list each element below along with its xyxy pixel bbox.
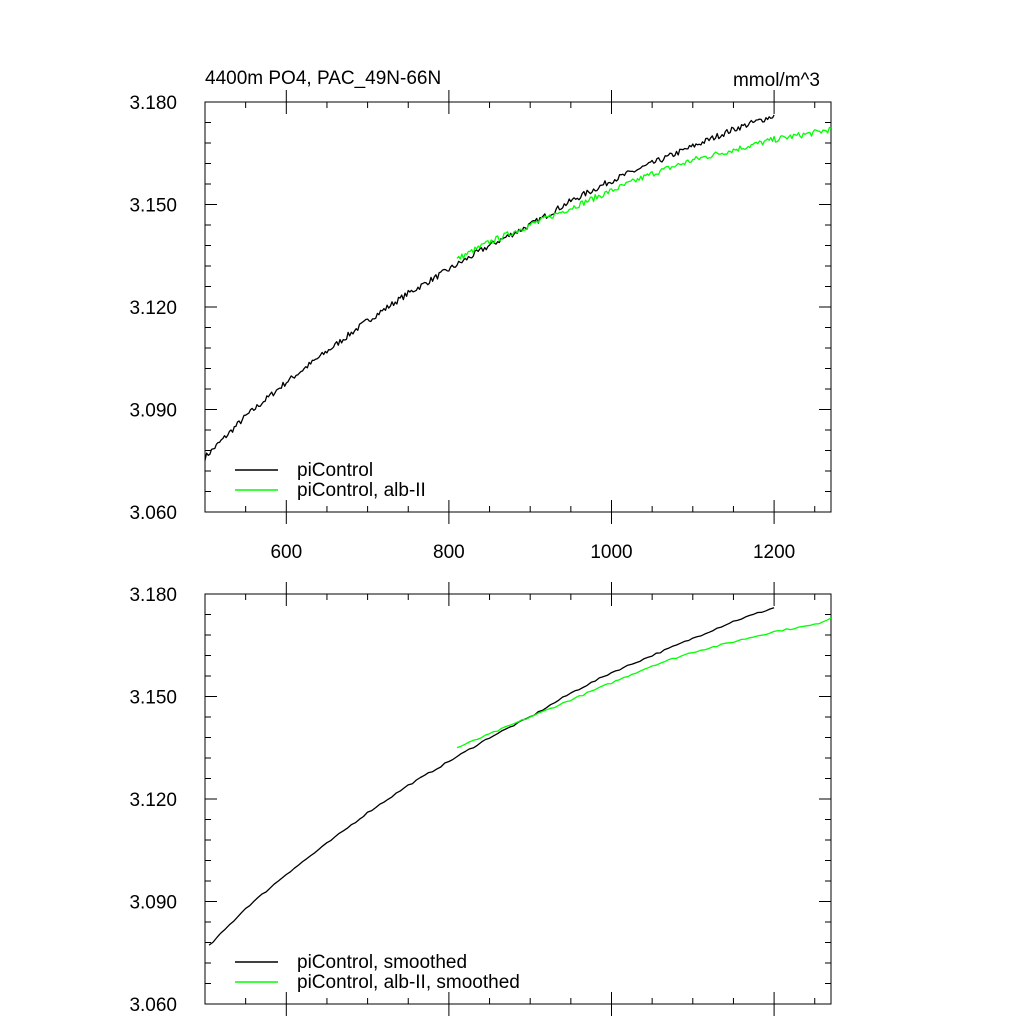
y-tick-label: 3.180 bbox=[129, 93, 177, 114]
legend-label: piControl, smoothed bbox=[297, 952, 467, 973]
y-tick-label: 3.180 bbox=[129, 585, 177, 606]
series-line-1 bbox=[204, 114, 775, 461]
y-tick-label: 3.090 bbox=[129, 893, 177, 914]
y-tick-label: 3.060 bbox=[129, 503, 177, 524]
bottom-panel: 3.060 3.090 3.120 3.150 3.180 piControl, smoo… bbox=[129, 582, 832, 1016]
y-tick-label: 3.090 bbox=[129, 401, 177, 422]
x-tick-label: 800 bbox=[433, 542, 465, 563]
y-tick-label: 3.150 bbox=[129, 688, 177, 709]
chart-title: 4400m PO4, PAC_49N-66N bbox=[205, 68, 441, 89]
series-line-2 bbox=[456, 617, 832, 749]
series-line-1 bbox=[208, 607, 775, 946]
x-tick-label: 1000 bbox=[590, 542, 632, 563]
legend-label: piControl bbox=[297, 460, 373, 481]
y-tick-label: 3.150 bbox=[129, 196, 177, 217]
legend-label: piControl, alb-II bbox=[297, 480, 426, 501]
top-panel: 3.060 3.090 3.120 3.150 3.180 600 800 1000 1200 p… bbox=[129, 90, 832, 563]
series-line-2 bbox=[456, 126, 832, 260]
y-tick-label: 3.120 bbox=[129, 298, 177, 319]
y-tick-label: 3.060 bbox=[129, 995, 177, 1016]
units-label: mmol/m^3 bbox=[733, 70, 820, 91]
y-tick-label: 3.120 bbox=[129, 790, 177, 811]
x-tick-label: 1200 bbox=[753, 542, 795, 563]
plot-frame bbox=[204, 593, 832, 1005]
x-tick-label: 600 bbox=[270, 542, 302, 563]
legend-label: piControl, alb-II, smoothed bbox=[297, 972, 520, 993]
plot-frame bbox=[204, 101, 832, 513]
